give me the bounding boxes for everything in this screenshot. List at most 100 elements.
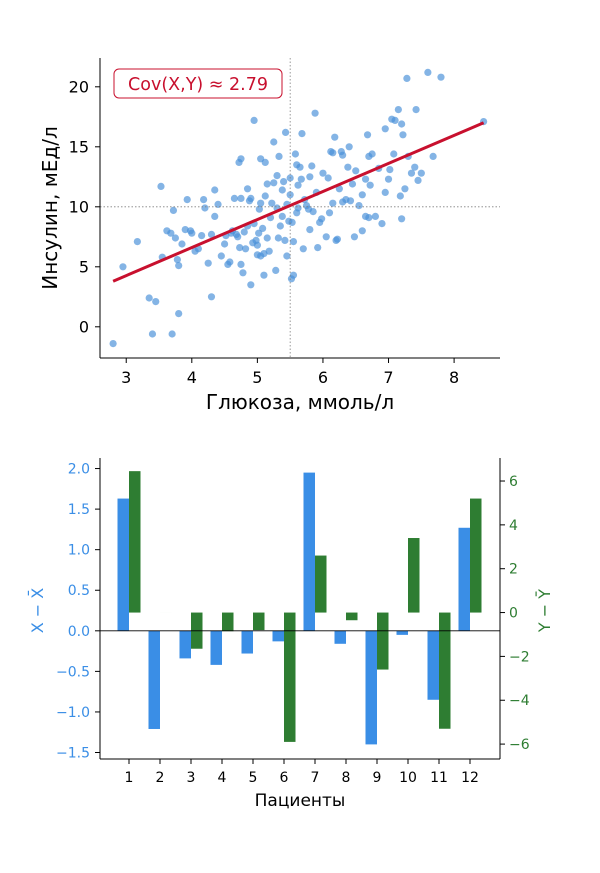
bar-x-tick-label: 7 [311,770,320,786]
scatter-point [264,180,271,187]
bar-dy [222,613,234,632]
scatter-point [344,164,351,171]
scatter-point [231,195,238,202]
bar-dy [439,613,451,729]
bar-right-tick-label: 2 [509,562,518,578]
scatter-point [329,200,336,207]
scatter-point [294,204,301,211]
scatter-point [391,117,398,124]
annotation-text: Cov(X,Y) ≈ 2.79 [128,75,268,95]
scatter-point [218,252,225,259]
scatter-point [290,238,297,245]
scatter-point [424,69,431,76]
bar-dx [304,473,316,631]
scatter-point [205,260,212,267]
scatter-points [110,69,488,347]
scatter-point [382,189,389,196]
scatter-point [273,172,280,179]
scatter-point [281,237,288,244]
bar-dx [428,631,440,700]
scatter-point [282,129,289,136]
bar-dx [211,631,223,665]
scatter-point [119,263,126,270]
bar-dy [315,556,327,613]
bar-x-tick-label: 8 [342,770,351,786]
bar-left-tick-label: −1.5 [56,746,90,762]
bar-x-tick-label: 4 [218,770,227,786]
scatter-point [237,261,244,268]
bar-dx [118,499,130,631]
scatter-point [262,159,269,166]
bar-dy [377,613,389,670]
scatter-point [260,272,267,279]
scatter-point [385,176,392,183]
scatter-point [201,204,208,211]
scatter-y-axis-label: Инсулин, мЕд/л [38,126,62,290]
bar-left-tick-label: 0.0 [68,624,90,640]
bar-left-tick-label: 0.5 [68,583,90,599]
bar-dy [129,471,141,612]
scatter-point [208,293,215,300]
scatter-y-tick-label: 5 [79,257,89,276]
bar-dx [459,528,471,631]
bar-right-tick-label: −4 [509,693,530,709]
scatter-point [247,195,254,202]
bar-dx [242,631,254,654]
bar-x-tick-label: 12 [461,770,479,786]
scatter-point [178,240,185,247]
scatter-point [355,202,362,209]
scatter-point [323,233,330,240]
scatter-point [270,138,277,145]
scatter-point [372,213,379,220]
bar-x-tick-label: 2 [156,770,165,786]
scatter-point [279,186,286,193]
scatter-y-tick-label: 15 [69,137,89,156]
scatter-point [275,234,282,241]
scatter-point [386,166,393,173]
scatter-x-tick-label: 8 [449,368,459,387]
bar-x-tick-label: 1 [125,770,134,786]
bar-left-ticks: 2.01.51.00.50.0−0.5−1.0−1.5 [56,462,100,762]
scatter-point [280,178,287,185]
bar-dx [273,631,285,642]
bar-dy [346,613,358,621]
bar-dx [149,631,161,729]
scatter-point [390,150,397,157]
scatter-point [200,196,207,203]
scatter-point [188,230,195,237]
scatter-point [397,192,404,199]
bar-left-tick-label: 1.0 [68,543,90,559]
bar-x-tick-label: 11 [430,770,448,786]
scatter-point [234,233,241,240]
scatter-point [398,215,405,222]
scatter-point [175,262,182,269]
scatter-point [378,220,385,227]
scatter-point [250,117,257,124]
scatter-point [157,183,164,190]
scatter-point [110,340,117,347]
scatter-point [346,143,353,150]
scatter-point [211,213,218,220]
scatter-x-tick-label: 5 [252,368,262,387]
bar-dx [335,631,347,644]
scatter-y-tick-label: 0 [79,317,89,336]
scatter-point [257,200,264,207]
scatter-point [283,252,290,259]
scatter-point [172,234,179,241]
scatter-y-tick-label: 10 [69,197,89,216]
scatter-point [306,226,313,233]
scatter-point [331,134,338,141]
scatter-point [339,152,346,159]
bar-right-axis-label: Y − Ȳ [535,589,554,633]
scatter-point [198,232,205,239]
scatter-point [359,227,366,234]
scatter-point [237,195,244,202]
scatter-point [296,164,303,171]
scatter-point [430,153,437,160]
